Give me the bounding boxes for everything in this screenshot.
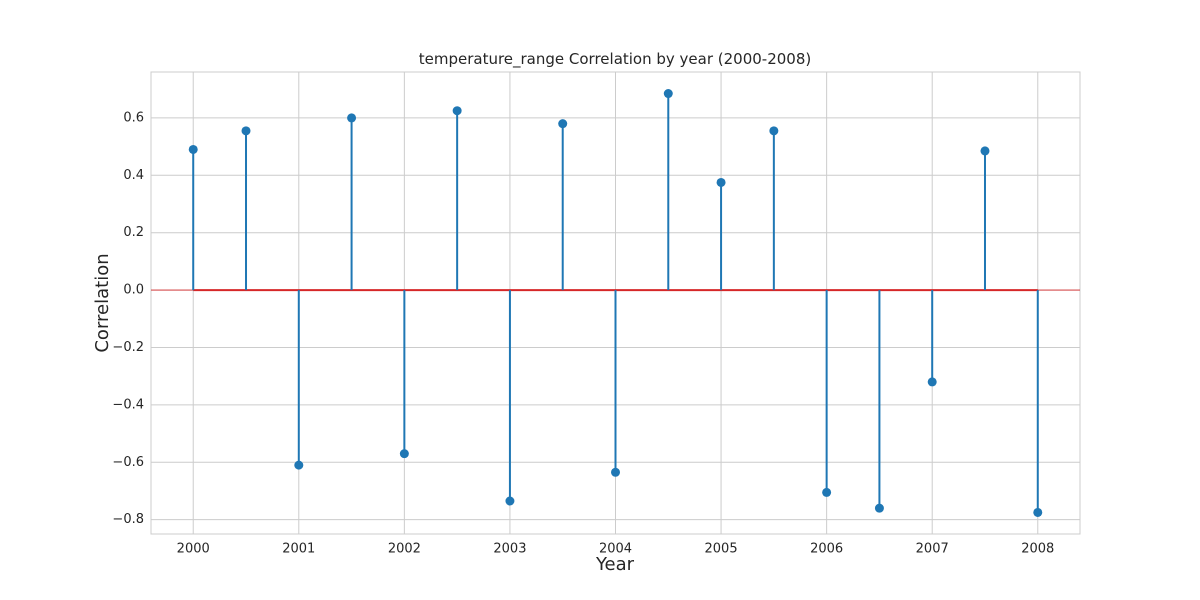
x-tick-label-2001: 2001 bbox=[282, 542, 315, 557]
y-tick-label-5: 0.2 bbox=[123, 225, 144, 240]
x-tick-labels: 2000 2001 2002 2003 2004 2005 2006 2007 2008 bbox=[177, 542, 1055, 557]
x-tick-label-2003: 2003 bbox=[493, 542, 526, 557]
chart-title: temperature_range Correlation by year (2… bbox=[419, 50, 812, 69]
stem-marker-4 bbox=[399, 449, 409, 459]
stem-marker-0 bbox=[188, 144, 198, 154]
stem-marker-7 bbox=[558, 119, 568, 129]
y-tick-label-1: −0.6 bbox=[112, 455, 144, 470]
stem-marker-2 bbox=[294, 460, 304, 470]
stems bbox=[192, 93, 1039, 513]
plot-frame bbox=[150, 71, 1081, 535]
y-axis-label: Correlation bbox=[92, 253, 113, 352]
stem-marker-13 bbox=[874, 503, 884, 513]
y-tick-label-6: 0.4 bbox=[123, 168, 144, 183]
stem-marker-12 bbox=[822, 487, 832, 497]
x-tick-label-2006: 2006 bbox=[810, 542, 843, 557]
stem-marker-14 bbox=[927, 377, 937, 387]
stem-marker-11 bbox=[769, 126, 779, 136]
y-tick-label-3: −0.2 bbox=[112, 340, 144, 355]
x-tick-label-2005: 2005 bbox=[705, 542, 738, 557]
y-tick-label-2: −0.4 bbox=[112, 397, 144, 412]
x-axis-label: Year bbox=[595, 554, 635, 575]
stem-marker-16 bbox=[1033, 507, 1043, 517]
x-tick-label-2000: 2000 bbox=[177, 542, 210, 557]
stem-marker-9 bbox=[663, 89, 673, 99]
y-tick-label-0: −0.8 bbox=[112, 512, 144, 527]
markers bbox=[188, 89, 1043, 517]
y-tick-label-4: 0.0 bbox=[123, 283, 144, 298]
stem-marker-5 bbox=[452, 106, 462, 116]
stem-marker-3 bbox=[347, 113, 357, 123]
x-tick-label-2002: 2002 bbox=[388, 542, 421, 557]
stem-marker-10 bbox=[716, 177, 726, 187]
x-tick-label-2008: 2008 bbox=[1021, 542, 1054, 557]
y-tick-labels: −0.8 −0.6 −0.4 −0.2 0.0 0.2 0.4 0.6 bbox=[112, 110, 144, 527]
x-tick-label-2004: 2004 bbox=[599, 542, 632, 557]
stem-marker-8 bbox=[611, 467, 620, 477]
x-tick-label-2007: 2007 bbox=[916, 542, 949, 557]
stem-marker-1 bbox=[241, 126, 251, 136]
stem-marker-15 bbox=[980, 146, 990, 156]
stem-marker-6 bbox=[505, 496, 515, 506]
y-tick-label-7: 0.6 bbox=[123, 110, 144, 125]
